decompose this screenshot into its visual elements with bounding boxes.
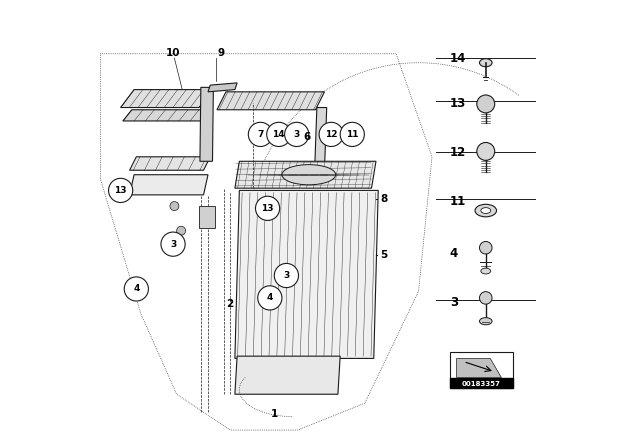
Polygon shape xyxy=(200,87,213,161)
Text: 13: 13 xyxy=(115,186,127,195)
Polygon shape xyxy=(235,161,376,188)
Text: 8: 8 xyxy=(380,194,388,204)
Polygon shape xyxy=(235,190,378,358)
Text: 7: 7 xyxy=(257,130,264,139)
Circle shape xyxy=(109,178,132,202)
Circle shape xyxy=(319,122,343,146)
Circle shape xyxy=(479,292,492,304)
Polygon shape xyxy=(217,92,324,110)
Text: 00183357: 00183357 xyxy=(462,381,500,387)
Circle shape xyxy=(248,122,273,146)
Ellipse shape xyxy=(475,204,497,217)
Text: 5: 5 xyxy=(380,250,388,260)
Text: 6: 6 xyxy=(303,132,310,142)
Text: 3: 3 xyxy=(450,296,458,309)
Circle shape xyxy=(267,122,291,146)
Circle shape xyxy=(177,226,186,235)
Circle shape xyxy=(477,142,495,160)
FancyBboxPatch shape xyxy=(450,352,513,388)
Text: 1: 1 xyxy=(271,409,278,419)
Circle shape xyxy=(285,122,309,146)
Text: 13: 13 xyxy=(450,96,466,110)
Text: 2: 2 xyxy=(226,299,233,309)
Circle shape xyxy=(343,131,351,138)
Polygon shape xyxy=(130,175,208,195)
Ellipse shape xyxy=(481,208,491,214)
Polygon shape xyxy=(315,108,327,170)
Text: 9: 9 xyxy=(218,48,225,58)
Circle shape xyxy=(275,263,298,288)
Circle shape xyxy=(170,202,179,211)
Ellipse shape xyxy=(479,318,492,325)
Text: 11: 11 xyxy=(450,195,466,208)
Text: 4: 4 xyxy=(450,246,458,260)
Text: 3: 3 xyxy=(170,240,176,249)
Text: 3: 3 xyxy=(294,130,300,139)
Circle shape xyxy=(258,286,282,310)
Circle shape xyxy=(479,241,492,254)
Ellipse shape xyxy=(481,268,491,274)
Polygon shape xyxy=(130,157,210,170)
Polygon shape xyxy=(123,110,210,121)
Polygon shape xyxy=(450,378,513,388)
Polygon shape xyxy=(235,356,340,394)
Text: 13: 13 xyxy=(261,204,274,213)
Polygon shape xyxy=(457,358,502,378)
Text: 12: 12 xyxy=(450,146,466,159)
Text: 14: 14 xyxy=(273,130,285,139)
Polygon shape xyxy=(121,90,212,108)
Circle shape xyxy=(161,232,185,256)
Circle shape xyxy=(340,122,364,146)
Text: 4: 4 xyxy=(133,284,140,293)
Circle shape xyxy=(477,95,495,113)
Ellipse shape xyxy=(479,59,492,67)
Text: 14: 14 xyxy=(450,52,467,65)
Text: 12: 12 xyxy=(325,130,337,139)
Text: 3: 3 xyxy=(284,271,289,280)
Text: 4: 4 xyxy=(267,293,273,302)
Circle shape xyxy=(124,277,148,301)
Circle shape xyxy=(255,196,280,220)
Circle shape xyxy=(352,133,360,140)
Ellipse shape xyxy=(282,165,336,185)
Polygon shape xyxy=(208,83,237,92)
Polygon shape xyxy=(199,206,215,228)
Text: 11: 11 xyxy=(346,130,358,139)
Text: 10: 10 xyxy=(165,48,180,58)
